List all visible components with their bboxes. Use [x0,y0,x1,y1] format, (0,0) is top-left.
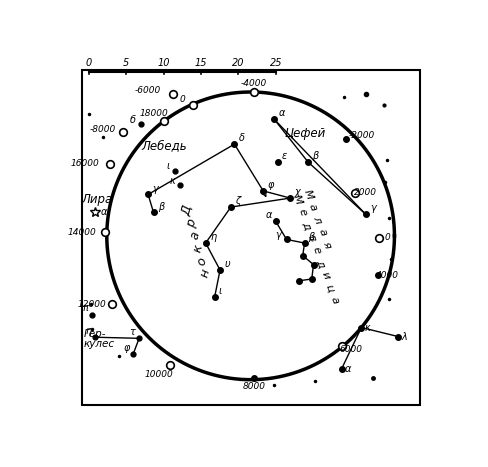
Text: γ: γ [275,230,281,240]
Text: β: β [158,202,164,212]
Text: 16000: 16000 [71,159,100,169]
Text: 0: 0 [384,233,390,242]
Text: р: р [183,218,198,229]
Text: 25: 25 [269,57,282,68]
Text: η: η [85,325,91,336]
Text: 12000: 12000 [78,300,106,309]
Text: α: α [265,210,272,220]
Text: ζ: ζ [235,196,240,206]
Text: Лебедь: Лебедь [141,140,186,153]
Text: π: π [82,304,88,313]
Text: -4000: -4000 [241,78,267,87]
Text: 15: 15 [194,57,207,68]
Text: М: М [301,188,314,201]
Text: 20: 20 [232,57,244,68]
Text: кулес: кулес [83,340,114,349]
Text: β: β [312,151,318,161]
Text: 0: 0 [85,57,92,68]
Text: γ: γ [152,184,158,194]
Text: д: д [300,219,312,230]
Text: 2000: 2000 [353,188,376,197]
Text: α: α [101,207,107,218]
Text: 8000: 8000 [242,382,265,391]
Text: 4000: 4000 [375,271,398,280]
Text: 10: 10 [157,57,169,68]
Text: ι: ι [166,161,169,171]
Text: α: α [345,364,351,374]
Text: 0: 0 [179,95,185,104]
Text: ι: ι [219,286,222,296]
Text: 18000: 18000 [139,109,167,118]
Text: υ: υ [224,259,229,269]
Text: а: а [316,227,327,237]
Text: γ: γ [369,204,375,213]
Text: Цефей: Цефей [284,127,325,140]
Text: κ: κ [364,323,370,333]
Text: α: α [278,108,284,118]
Text: е: е [309,245,321,255]
Text: -8000: -8000 [90,125,116,134]
Text: к: к [191,243,205,254]
Text: е: е [296,207,307,218]
Text: 5: 5 [123,57,129,68]
Text: л: л [311,215,323,225]
Text: б: б [129,114,135,125]
Text: λ: λ [401,332,407,341]
Text: β: β [307,232,314,242]
Text: κ: κ [169,176,175,186]
Text: Гер-: Гер- [83,328,106,339]
Text: Лира: Лира [81,193,113,206]
Text: η: η [209,232,216,242]
Text: д: д [314,257,326,268]
Text: -2000: -2000 [348,131,374,140]
Text: Д: Д [180,204,195,217]
Text: в: в [305,233,317,242]
Text: а: а [328,296,340,305]
Text: -6000: -6000 [135,86,161,95]
Text: ц: ц [324,283,335,293]
Text: χ: χ [294,187,300,197]
Text: φ: φ [267,180,273,190]
Text: а: а [187,231,202,241]
Text: ε: ε [281,151,286,161]
Text: 14000: 14000 [67,228,96,237]
Text: а: а [306,202,318,212]
Text: τ: τ [129,327,135,337]
Text: δ: δ [238,133,244,143]
Text: 6000: 6000 [339,345,362,354]
Text: и: и [319,270,331,281]
Text: 10000: 10000 [144,370,173,379]
Text: φ: φ [123,343,129,353]
Text: я: я [320,240,332,250]
Text: н: н [198,268,213,279]
Text: М: М [290,194,303,206]
Text: о: о [194,255,209,266]
